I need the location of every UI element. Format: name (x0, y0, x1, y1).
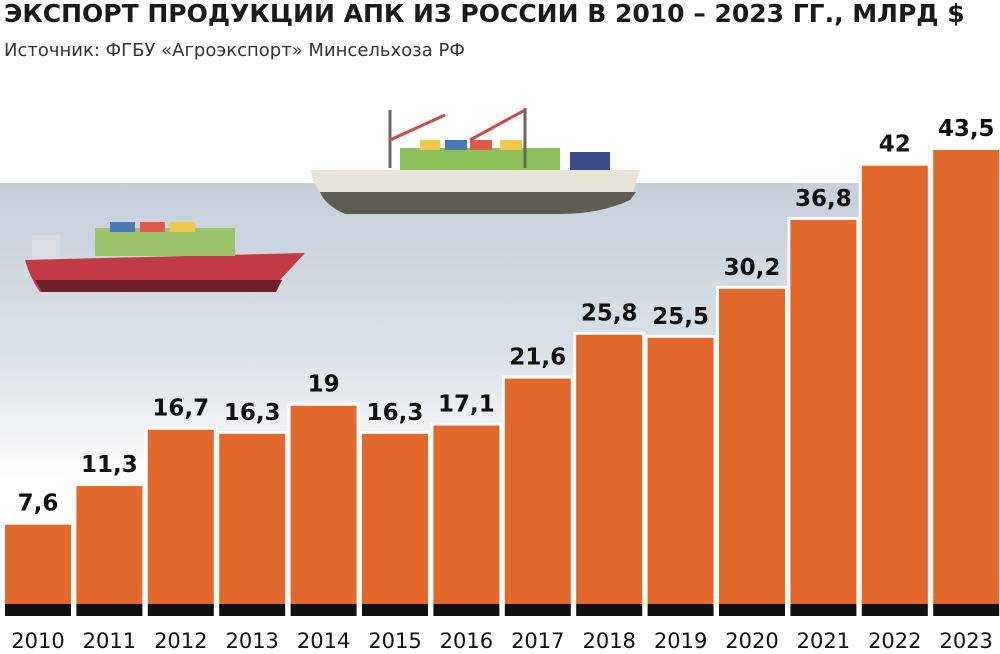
bar (290, 405, 357, 604)
bar-base (147, 604, 214, 616)
bar-base (504, 604, 571, 616)
value-label: 43,5 (938, 116, 995, 142)
bar (790, 219, 857, 604)
bar-base (362, 604, 428, 616)
bar (219, 433, 286, 604)
x-tick-label: 2012 (154, 629, 207, 653)
bar-base (933, 604, 1000, 616)
bar (5, 524, 71, 604)
bar-base (576, 604, 643, 616)
x-tick-label: 2022 (868, 629, 921, 653)
bar (504, 378, 571, 604)
chart-title: ЭКСПОРТ ПРОДУКЦИИ АПК ИЗ РОССИИ В 2010 –… (4, 0, 965, 28)
chart-subtitle: Источник: ФГБУ «Агроэкспорт» Минсельхоза… (4, 40, 465, 61)
bar (147, 429, 214, 604)
value-label: 42 (879, 132, 911, 158)
bar-base (861, 604, 928, 616)
ship-small (25, 222, 305, 292)
x-tick-label: 2010 (11, 629, 64, 653)
value-label: 19 (308, 372, 340, 398)
value-label: 36,8 (795, 186, 852, 212)
x-tick-label: 2013 (225, 629, 278, 653)
value-label: 11,3 (81, 452, 138, 478)
bar (76, 486, 143, 604)
bar (719, 288, 785, 604)
value-label: 16,7 (152, 396, 209, 422)
bar (647, 337, 714, 604)
value-label: 25,5 (652, 304, 709, 330)
x-tick-label: 2011 (83, 629, 136, 653)
bar-base (719, 604, 785, 616)
value-label: 25,8 (581, 301, 638, 327)
value-label: 30,2 (724, 255, 781, 281)
bar-base (76, 604, 143, 616)
bar-base (5, 604, 71, 616)
x-tick-label: 2016 (440, 629, 493, 653)
bar (861, 165, 928, 605)
bar (362, 433, 428, 604)
x-tick-label: 2015 (368, 629, 421, 653)
bar-base (790, 604, 857, 616)
x-tick-label: 2018 (582, 629, 635, 653)
x-tick-label: 2017 (511, 629, 564, 653)
ship-large (310, 108, 640, 214)
x-tick-label: 2023 (939, 629, 992, 653)
bar (933, 150, 1000, 604)
x-tick-label: 2014 (297, 629, 350, 653)
value-label: 21,6 (509, 345, 566, 371)
x-tick-label: 2019 (654, 629, 707, 653)
bar (576, 334, 643, 604)
bar-base (433, 604, 500, 616)
bar (433, 425, 500, 604)
value-label: 17,1 (438, 392, 495, 418)
x-tick-label: 2021 (797, 629, 850, 653)
x-tick-label: 2020 (725, 629, 778, 653)
value-label: 16,3 (224, 400, 281, 426)
bar-base (647, 604, 714, 616)
bar-base (219, 604, 286, 616)
bar-base (290, 604, 357, 616)
value-label: 16,3 (367, 400, 424, 426)
value-label: 7,6 (18, 491, 59, 517)
